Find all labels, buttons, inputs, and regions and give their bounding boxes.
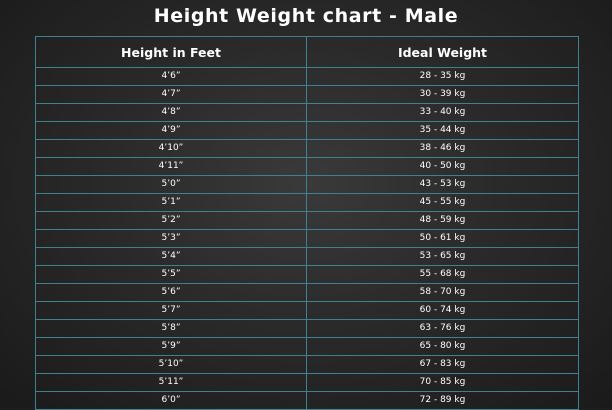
table-row: 5’0” 43 - 53 kg: [35, 175, 579, 194]
table-header-row: Height in Feet Ideal Weight: [35, 36, 579, 68]
table-row: 5’7” 60 - 74 kg: [35, 301, 579, 320]
weight-cell: 70 - 85 kg: [306, 373, 579, 392]
height-weight-table: Height in Feet Ideal Weight 4’6” 28 - 35 …: [35, 36, 579, 410]
table-row: 5’4” 53 - 65 kg: [35, 247, 579, 266]
table-row: 5’9” 65 - 80 kg: [35, 337, 579, 356]
weight-cell: 33 - 40 kg: [306, 103, 579, 122]
table-row: 4’10” 38 - 46 kg: [35, 139, 579, 158]
weight-cell: 45 - 55 kg: [306, 193, 579, 212]
table-row: 5’10” 67 - 83 kg: [35, 355, 579, 374]
table-row: 4’6” 28 - 35 kg: [35, 67, 579, 86]
chart-title: Height Weight chart - Male: [153, 5, 459, 27]
weight-cell: 43 - 53 kg: [306, 175, 579, 194]
weight-cell: 35 - 44 kg: [306, 121, 579, 140]
weight-cell: 53 - 65 kg: [306, 247, 579, 266]
table-row: 5’5” 55 - 68 kg: [35, 265, 579, 284]
table-row: 5’2” 48 - 59 kg: [35, 211, 579, 230]
weight-cell: 65 - 80 kg: [306, 337, 579, 356]
weight-cell: 60 - 74 kg: [306, 301, 579, 320]
weight-cell: 38 - 46 kg: [306, 139, 579, 158]
table-row: 6’0” 72 - 89 kg: [35, 391, 579, 410]
table-row: 5’6” 58 - 70 kg: [35, 283, 579, 302]
weight-cell: 55 - 68 kg: [306, 265, 579, 284]
height-cell: 5’2”: [35, 211, 307, 230]
weight-cell: 58 - 70 kg: [306, 283, 579, 302]
table-row: 4’7” 30 - 39 kg: [35, 85, 579, 104]
height-cell: 4’7”: [35, 85, 307, 104]
height-cell: 4’6”: [35, 67, 307, 86]
height-cell: 5’7”: [35, 301, 307, 320]
table-row: 5’3” 50 - 61 kg: [35, 229, 579, 248]
table-row: 4’11” 40 - 50 kg: [35, 157, 579, 176]
weight-cell: 30 - 39 kg: [306, 85, 579, 104]
height-cell: 6’0”: [35, 391, 307, 410]
height-cell: 4’8”: [35, 103, 307, 122]
height-cell: 5’1”: [35, 193, 307, 212]
height-cell: 5’6”: [35, 283, 307, 302]
height-cell: 5’0”: [35, 175, 307, 194]
weight-cell: 50 - 61 kg: [306, 229, 579, 248]
height-cell: 4’11”: [35, 157, 307, 176]
weight-cell: 72 - 89 kg: [306, 391, 579, 410]
table-row: 5’8” 63 - 76 kg: [35, 319, 579, 338]
weight-cell: 28 - 35 kg: [306, 67, 579, 86]
column-header-height: Height in Feet: [35, 36, 307, 68]
table-row: 5’1” 45 - 55 kg: [35, 193, 579, 212]
column-header-weight: Ideal Weight: [306, 36, 579, 68]
weight-cell: 40 - 50 kg: [306, 157, 579, 176]
height-cell: 5’5”: [35, 265, 307, 284]
weight-cell: 48 - 59 kg: [306, 211, 579, 230]
table-row: 5’11” 70 - 85 kg: [35, 373, 579, 392]
height-cell: 5’8”: [35, 319, 307, 338]
table-row: 4’8” 33 - 40 kg: [35, 103, 579, 122]
height-cell: 5’10”: [35, 355, 307, 374]
height-cell: 5’9”: [35, 337, 307, 356]
height-cell: 4’10”: [35, 139, 307, 158]
height-cell: 5’4”: [35, 247, 307, 266]
height-cell: 5’11”: [35, 373, 307, 392]
height-cell: 5’3”: [35, 229, 307, 248]
weight-cell: 67 - 83 kg: [306, 355, 579, 374]
weight-cell: 63 - 76 kg: [306, 319, 579, 338]
table-body: 4’6” 28 - 35 kg 4’7” 30 - 39 kg 4’8” 33 - 40 …: [35, 67, 579, 410]
height-cell: 4’9”: [35, 121, 307, 140]
table-row: 4’9” 35 - 44 kg: [35, 121, 579, 140]
